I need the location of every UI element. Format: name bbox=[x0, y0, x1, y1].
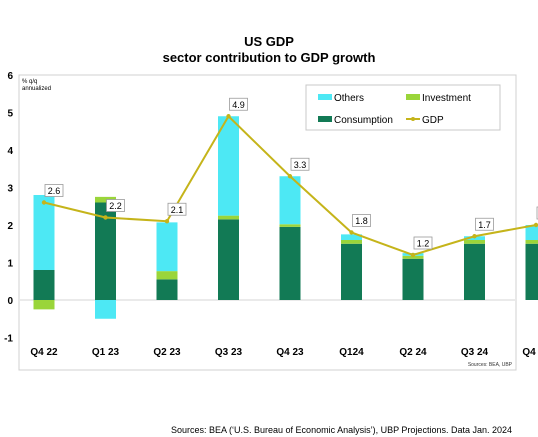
bar-consumption bbox=[525, 243, 538, 300]
y-tick-label: 0 bbox=[7, 296, 13, 307]
bar-others bbox=[95, 300, 116, 319]
x-tick-label: Q2 23 bbox=[153, 347, 181, 358]
bar-consumption bbox=[95, 202, 116, 300]
chart-title: US GDP bbox=[244, 34, 294, 49]
gdp-data-label: 2.1 bbox=[171, 205, 184, 215]
legend-marker-gdp bbox=[411, 117, 415, 121]
axis-layer: -1 0 1 2 3 4 5 6 Q4 22 Q1 23 Q2 23 Q3 23 Q4 23 Q124 Q2… bbox=[4, 71, 538, 358]
legend: Others Investment Consumption GDP bbox=[305, 84, 501, 131]
legend-label-investment: Investment bbox=[422, 93, 471, 104]
bar-investment bbox=[156, 271, 178, 280]
x-tick-label: Q3 23 bbox=[215, 347, 243, 358]
bar-investment bbox=[525, 240, 538, 244]
bar-investment bbox=[402, 255, 424, 259]
gdp-data-label-box bbox=[413, 236, 433, 250]
bar-consumption bbox=[279, 226, 301, 300]
gdp-data-label: 1.7 bbox=[478, 220, 491, 230]
legend-swatch-consumption bbox=[318, 116, 332, 122]
x-tick-label: Q4 24 bbox=[522, 347, 538, 358]
gdp-data-label-box bbox=[290, 157, 310, 171]
gdp-data-label-box bbox=[167, 202, 187, 216]
gdp-point bbox=[410, 252, 416, 258]
bar-investment bbox=[464, 240, 485, 244]
x-tick-label: Q3 24 bbox=[461, 347, 489, 358]
legend-swatch-investment bbox=[406, 94, 420, 100]
x-tick-label: Q4 23 bbox=[276, 347, 304, 358]
unit-label-line2: annualized bbox=[22, 86, 51, 92]
bar-others bbox=[279, 176, 301, 225]
source-note-small: Sources: BEA, UBP bbox=[467, 362, 512, 368]
gdp-point bbox=[226, 114, 231, 119]
bar-consumption bbox=[156, 279, 178, 300]
gdp-data-label: 4.9 bbox=[232, 100, 245, 110]
x-tick-label: Q4 22 bbox=[30, 347, 58, 358]
y-tick-label: -1 bbox=[4, 334, 13, 345]
gdp-data-label: 1.2 bbox=[417, 239, 430, 249]
gdp-point bbox=[472, 234, 477, 239]
gdp-point bbox=[103, 215, 108, 220]
gdp-point bbox=[533, 222, 538, 228]
gdp-data-label-box bbox=[44, 184, 64, 197]
bar-consumption bbox=[218, 219, 239, 300]
y-tick-label: 3 bbox=[7, 184, 13, 195]
label-layer: 2.62.22.14.93.31.81.21.72.0 bbox=[44, 97, 538, 250]
x-tick-label: Q2 24 bbox=[399, 347, 427, 358]
bar-layer bbox=[33, 116, 538, 319]
gdp-point bbox=[287, 174, 293, 179]
bar-consumption bbox=[33, 270, 55, 300]
bar-consumption bbox=[341, 243, 362, 300]
bar-investment bbox=[341, 240, 362, 244]
bar-investment bbox=[279, 224, 301, 227]
gdp-data-label-box bbox=[229, 97, 248, 111]
gdp-data-label: 1.8 bbox=[355, 216, 368, 226]
gdp-point bbox=[41, 200, 47, 205]
source-footer: Sources: BEA (‘U.S. Bureau of Economic A… bbox=[171, 425, 512, 435]
gdp-data-label: 2.6 bbox=[48, 186, 61, 196]
y-tick-label: 1 bbox=[7, 259, 13, 270]
gdp-data-label-box bbox=[106, 199, 125, 212]
y-tick-label: 6 bbox=[7, 71, 13, 82]
gdp-data-label: 2.2 bbox=[109, 201, 122, 211]
legend-box bbox=[305, 84, 501, 131]
bar-investment bbox=[33, 300, 55, 310]
bar-consumption bbox=[402, 258, 424, 300]
gdp-point bbox=[349, 230, 354, 235]
legend-label-consumption: Consumption bbox=[334, 115, 393, 126]
y-tick-label: 4 bbox=[7, 146, 13, 157]
bar-investment bbox=[95, 196, 116, 203]
bar-investment bbox=[218, 215, 239, 220]
legend-swatch-others bbox=[318, 94, 332, 100]
gdp-data-label: 3.3 bbox=[294, 160, 307, 170]
gdp-data-label-box bbox=[352, 214, 371, 227]
unit-label-line1: % q/q bbox=[22, 79, 37, 85]
bar-others bbox=[341, 234, 362, 240]
bar-others bbox=[218, 116, 239, 216]
line-layer bbox=[41, 114, 538, 258]
gdp-data-label-box bbox=[475, 217, 494, 231]
gdp-point bbox=[164, 219, 170, 224]
y-tick-label: 2 bbox=[7, 221, 13, 232]
legend-label-gdp: GDP bbox=[422, 115, 444, 126]
plot-area-border bbox=[18, 74, 517, 371]
chart-subtitle: sector contribution to GDP growth bbox=[162, 50, 376, 65]
x-tick-label: Q1 23 bbox=[92, 347, 120, 358]
y-tick-label: 5 bbox=[7, 109, 13, 120]
x-tick-label: Q124 bbox=[339, 347, 364, 358]
legend-label-others: Others bbox=[334, 93, 364, 104]
bar-others bbox=[33, 195, 55, 270]
bar-others bbox=[156, 222, 178, 272]
bar-others bbox=[525, 225, 538, 240]
bar-consumption bbox=[464, 243, 485, 300]
